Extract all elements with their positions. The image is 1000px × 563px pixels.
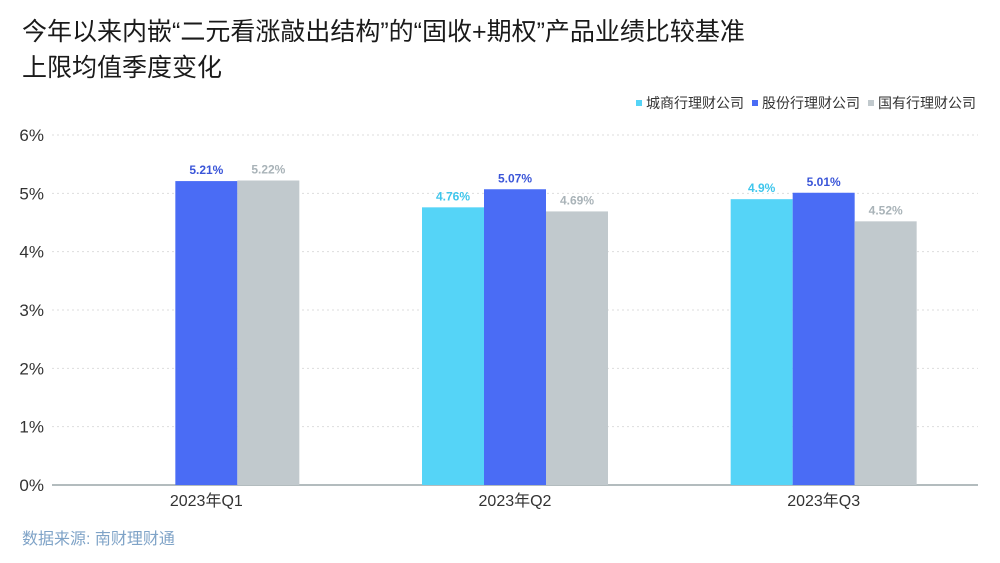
x-tick-label: 2023年Q2	[479, 492, 552, 510]
data-label: 4.9%	[748, 181, 776, 195]
legend-label-chengshang: 城商行理财公司	[646, 95, 744, 111]
legend-item-gufen: 股份行理财公司	[752, 93, 860, 113]
bar	[422, 207, 484, 486]
legend-item-guoyou: 国有行理财公司	[868, 93, 976, 113]
x-tick-label: 2023年Q3	[787, 492, 860, 510]
bar	[854, 221, 917, 486]
y-tick-label: 4%	[19, 243, 44, 262]
chart-title-line-2: 上限均值季度变化	[22, 54, 223, 82]
data-label: 4.52%	[869, 203, 903, 217]
bar	[792, 192, 855, 485]
legend-swatch-chengshang	[636, 100, 642, 106]
chart-legend: 城商行理财公司 股份行理财公司 国有行理财公司	[636, 93, 976, 113]
data-label: 4.76%	[436, 189, 470, 203]
y-tick-label: 5%	[19, 184, 44, 203]
chart-title: 今年以来内嵌“二元看涨敲出结构”的“固收+期权”产品业绩比较基准 上限均值季度变…	[22, 14, 982, 86]
bar	[484, 189, 546, 485]
data-label: 5.01%	[807, 175, 841, 189]
data-label: 5.07%	[498, 171, 532, 185]
data-label: 5.22%	[251, 163, 285, 177]
x-tick-label: 2023年Q1	[170, 492, 243, 510]
y-tick-label: 3%	[19, 301, 44, 320]
y-tick-label: 0%	[19, 476, 44, 495]
bar	[175, 181, 238, 486]
y-tick-label: 6%	[19, 126, 44, 145]
legend-label-guoyou: 国有行理财公司	[878, 95, 976, 111]
source-note: 数据来源: 南财理财通	[22, 531, 175, 548]
bar	[237, 180, 300, 485]
legend-swatch-gufen	[752, 100, 758, 106]
legend-item-chengshang: 城商行理财公司	[636, 93, 744, 113]
data-label: 4.69%	[560, 193, 594, 207]
legend-label-gufen: 股份行理财公司	[762, 95, 860, 111]
chart-title-line-1: 今年以来内嵌“二元看涨敲出结构”的“固收+期权”产品业绩比较基准	[22, 18, 745, 46]
bar	[546, 211, 608, 485]
y-tick-label: 1%	[19, 418, 44, 437]
data-label: 5.21%	[189, 163, 223, 177]
legend-swatch-guoyou	[868, 100, 874, 106]
bar	[730, 199, 793, 485]
y-tick-label: 2%	[19, 359, 44, 378]
